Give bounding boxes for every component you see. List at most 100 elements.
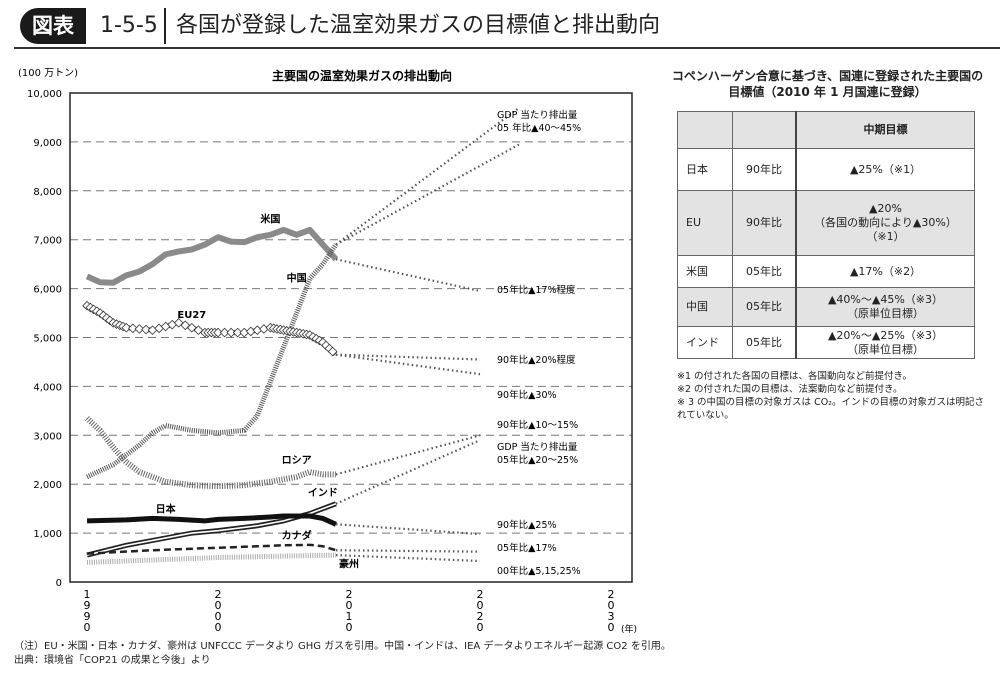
title-divider	[164, 8, 166, 44]
series-marker	[128, 323, 138, 334]
target-label: 05 年比▲40～45%	[497, 122, 581, 134]
target-cell: ▲20%～▲25%（※3） （原単位目標）	[795, 326, 975, 359]
series-label: 米国	[260, 213, 280, 226]
series-line-豪州	[86, 552, 336, 565]
table-notes: ※1 の付された各国の目標は、各国動向など前提付き。 ※2 の付された国の目標は…	[677, 370, 987, 422]
y-tick-label: 5,000	[33, 334, 62, 345]
series-marker	[219, 327, 230, 338]
figure-number: 1-5-5	[100, 13, 158, 38]
country-cell: 中国	[677, 287, 733, 327]
projection-line	[335, 434, 481, 476]
x-axis-unit: (年)	[621, 623, 637, 635]
footer-note: （注）EU・米国・日本・カナダ、豪州は UNFCCC データより GHG ガスを…	[14, 641, 671, 652]
series-label: カナダ	[282, 529, 312, 542]
series-marker	[141, 324, 151, 335]
target-label: 05年比▲20～25%	[497, 454, 578, 466]
series-marker	[226, 327, 236, 338]
y-tick-label: 2,000	[33, 480, 62, 491]
projection-line	[335, 554, 481, 563]
target-label: 05年比▲17%	[497, 542, 557, 554]
projection-line	[335, 439, 481, 505]
projection-line-alt	[335, 353, 481, 376]
y-tick-label: 3,000	[33, 431, 62, 442]
chart-title: 主要国の温室効果ガスの排出動向	[272, 68, 452, 83]
series-marker	[232, 327, 243, 338]
projection-line	[335, 549, 481, 553]
note: ※2 の付された国の目標は、法案動向など前提付き。	[677, 384, 903, 395]
table-row: 中国 05年比 ▲40%～▲45%（※3） （原単位目標）	[677, 287, 975, 327]
header-rule	[14, 47, 1000, 49]
note: ※1 の付された各国の目標は、各国動向など前提付き。	[677, 371, 913, 382]
y-axis-unit: (100 万トン)	[18, 68, 78, 79]
series-marker	[213, 327, 223, 338]
series-label: 日本	[156, 503, 177, 516]
country-cell: EU	[677, 190, 733, 256]
header-cell-target: 中期目標	[795, 111, 975, 149]
targets-table: 中期目標 日本 90年比 ▲25%（※1） EU 90年比 ▲20% （各国の動向により…	[677, 111, 975, 359]
series-line-カナダ	[86, 543, 337, 555]
target-label: 90年比▲10～15%	[497, 419, 578, 431]
table-row: EU 90年比 ▲20% （各国の動向により▲30%） （※1）	[677, 190, 975, 256]
series-marker	[252, 325, 263, 335]
footer-source: 出典：環境省「COP21 の成果と今後」より	[14, 655, 211, 666]
target-label: GDP 当たり排出量	[497, 109, 578, 121]
y-tick-label: 6,000	[33, 285, 62, 296]
series-label: 中国	[287, 271, 307, 284]
table-row: インド 05年比 ▲20%～▲25%（※3） （原単位目標）	[677, 326, 975, 359]
projection-line	[335, 106, 520, 246]
target-cell: ▲17%（※2）	[795, 255, 975, 288]
series-marker	[239, 327, 250, 338]
target-label: 05年比▲17%程度	[497, 284, 576, 296]
plot-frame	[69, 92, 633, 583]
series-label: 豪州	[339, 557, 359, 570]
base-cell: 05年比	[732, 287, 797, 327]
header-cell	[732, 111, 797, 149]
target-cell: ▲40%～▲45%（※3） （原単位目標）	[795, 287, 975, 327]
target-label: 90年比▲25%	[497, 519, 557, 531]
series-line-日本	[86, 513, 337, 527]
series-label: ロシア	[282, 455, 312, 467]
series-line-米国	[85, 226, 339, 286]
target-label: 00年比▲5,15,25%	[497, 565, 581, 577]
base-cell: 90年比	[732, 190, 797, 256]
projection-line	[335, 523, 481, 536]
target-cell: ▲20% （各国の動向により▲30%） （※1）	[795, 190, 975, 256]
series-marker	[245, 326, 256, 337]
y-tick-label: 8,000	[33, 187, 62, 198]
y-tick-label: 4,000	[33, 382, 62, 393]
series-line-中国	[85, 243, 339, 480]
table-title: コペンハーゲン合意に基づき、国連に登録された主要国の目標値（2010 年 1 月…	[671, 69, 984, 99]
series-marker	[121, 322, 132, 333]
figure-badge: 図表	[20, 8, 86, 44]
table-header-row: 中期目標	[677, 111, 975, 149]
y-tick-label: 0	[56, 578, 62, 589]
base-cell: 05年比	[732, 255, 797, 288]
series-label: EU27	[177, 310, 206, 321]
target-label: 90年比▲20%程度	[497, 354, 576, 366]
y-tick-label: 9,000	[33, 138, 62, 149]
y-tick-label: 1,000	[33, 529, 62, 540]
country-cell: 日本	[677, 148, 733, 191]
target-label: GDP 当たり排出量	[497, 441, 578, 453]
page-title: 各国が登録した温室効果ガスの目標値と排出動向	[176, 13, 661, 38]
table-row: 米国 05年比 ▲17%（※2）	[677, 255, 975, 288]
series-marker	[327, 346, 338, 357]
base-cell: 05年比	[732, 326, 797, 359]
series-line-ロシア	[84, 415, 336, 490]
header-cell	[677, 111, 733, 149]
target-cell: ▲25%（※1）	[795, 148, 975, 191]
note: ※ 3 の中国の目標の対象ガスは CO₂。インドの目標の対象ガスは明記されていな…	[677, 397, 984, 421]
series-marker	[134, 324, 145, 334]
table-row: 日本 90年比 ▲25%（※1）	[677, 148, 975, 191]
y-tick-label: 10,000	[27, 89, 62, 100]
footer: （注）EU・米国・日本・カナダ、豪州は UNFCCC データより GHG ガスを…	[14, 640, 671, 668]
projection-line	[335, 258, 481, 293]
projection-line	[335, 353, 481, 361]
series-label: インド	[308, 487, 338, 499]
series-marker	[259, 324, 269, 334]
